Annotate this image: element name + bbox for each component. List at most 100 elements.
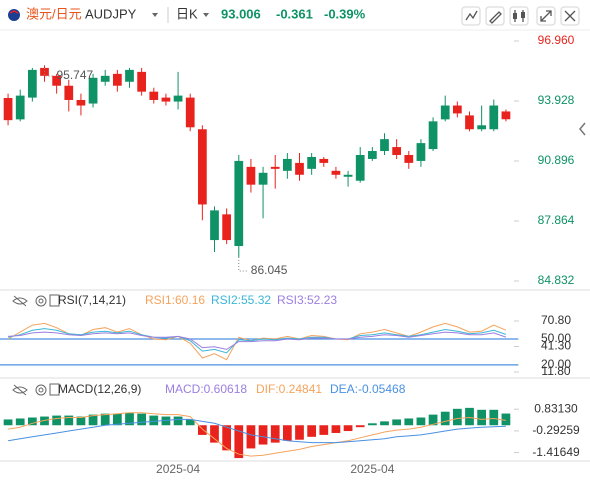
candle-body xyxy=(88,77,98,104)
y-tick-label: -0.29259 xyxy=(532,423,580,437)
legend-entry: MACD:0.60618 xyxy=(165,382,247,396)
annotation-leader xyxy=(44,65,55,77)
macd-bar xyxy=(234,425,244,459)
checkbox[interactable] xyxy=(49,294,60,307)
candle-body xyxy=(27,69,37,98)
candle-type-icon xyxy=(521,12,525,18)
y-tick-label: 90.896 xyxy=(538,153,575,167)
macd-bar xyxy=(319,425,329,435)
candle-body xyxy=(100,75,110,82)
candle-body xyxy=(3,97,13,121)
candle-body xyxy=(15,95,25,120)
candle-type-icon xyxy=(513,13,517,19)
macd-line xyxy=(8,412,506,457)
macd-bar xyxy=(343,425,353,432)
change: -0.361 xyxy=(276,6,313,21)
dropdown-arrow[interactable] xyxy=(152,13,158,17)
hide-icon[interactable] xyxy=(12,295,28,307)
settings-icon xyxy=(38,298,44,304)
fullscreen-button[interactable] xyxy=(536,6,556,26)
macd-bar xyxy=(27,417,37,426)
y-tick-label: 50.00 xyxy=(541,331,571,345)
macd-bar xyxy=(64,415,74,426)
macd-bar xyxy=(440,411,450,426)
macd-bar xyxy=(282,425,292,441)
close-icon xyxy=(564,10,576,22)
candle-body xyxy=(270,166,280,169)
macd-bar xyxy=(173,416,183,426)
macd-bar xyxy=(392,419,402,426)
annotation: 95.747 xyxy=(57,68,94,82)
candle-body xyxy=(197,129,207,205)
indicator-title: MACD(12,26,9) xyxy=(58,382,141,396)
indicator-button[interactable] xyxy=(461,6,481,26)
macd-bar xyxy=(100,413,110,426)
pair-name[interactable]: 澳元/日元 xyxy=(26,6,82,21)
hide-icon[interactable] xyxy=(12,384,28,396)
symbol[interactable]: AUDJPY xyxy=(85,6,137,21)
candle-body xyxy=(501,111,511,120)
settings-icon xyxy=(38,387,44,393)
macd-bar xyxy=(355,425,365,428)
candle-body xyxy=(331,170,341,175)
close-button[interactable] xyxy=(560,6,580,26)
candle-body xyxy=(185,97,195,128)
settings-icon[interactable] xyxy=(35,295,47,307)
annotation: 86.045 xyxy=(251,263,288,277)
candle-body xyxy=(76,99,86,106)
candle-body xyxy=(258,172,268,185)
candle-body xyxy=(282,158,292,171)
macd-bar xyxy=(331,425,341,433)
macd-bar xyxy=(307,425,317,437)
macd-bar xyxy=(489,409,499,426)
y-tick-label: 70.80 xyxy=(541,313,571,327)
rsi-header: RSI(7,14,21) RSI1:60.16 RSI2:55.32 RSI3:… xyxy=(12,293,337,307)
macd-bar xyxy=(367,423,377,426)
candle-type-button[interactable] xyxy=(509,6,529,26)
candle-body xyxy=(64,85,74,100)
candle-body xyxy=(477,125,487,130)
candle-body xyxy=(355,154,365,181)
collapse-button[interactable] xyxy=(579,122,586,136)
macd-bar xyxy=(137,413,147,426)
checkbox[interactable] xyxy=(49,383,60,396)
macd-bar xyxy=(246,425,256,449)
x-tick-label: 2025-04 xyxy=(156,462,200,476)
y-tick-label: 11.80 xyxy=(541,364,570,378)
macd-bar xyxy=(3,419,13,426)
legend-entry: RSI1:60.16 xyxy=(145,293,205,307)
header: 澳元/日元 AUDJPY 日K 93.006 -0.361 -0.39% xyxy=(0,6,590,31)
macd-bar xyxy=(149,415,159,426)
indicator-icon xyxy=(465,10,478,21)
candle-body xyxy=(404,154,414,163)
indicator-line xyxy=(7,328,507,354)
candle-body xyxy=(222,214,232,241)
macd-bar xyxy=(222,425,232,451)
candle-body xyxy=(428,121,438,150)
macd-bar xyxy=(380,421,389,426)
period[interactable]: 日K xyxy=(176,6,198,21)
candle-body xyxy=(367,151,377,159)
macd-bar xyxy=(185,419,195,426)
macd-line xyxy=(8,418,506,444)
dropdown-arrow[interactable] xyxy=(203,13,209,17)
candle-body xyxy=(246,166,256,185)
candle-body xyxy=(112,73,122,86)
macd-bar xyxy=(88,414,98,426)
macd-bar xyxy=(197,425,207,435)
candle-body xyxy=(380,139,389,152)
indicator-line xyxy=(8,331,507,350)
candle-body xyxy=(173,95,183,102)
fullscreen-icon xyxy=(540,10,552,22)
draw-button[interactable] xyxy=(485,6,505,26)
settings-icon[interactable] xyxy=(35,384,47,396)
legend-entry: DEA:-0.05468 xyxy=(330,382,406,396)
change-percent: -0.39% xyxy=(324,6,366,21)
candle-body xyxy=(416,143,426,161)
candle-body xyxy=(392,147,402,155)
legend-entry: DIF:0.24841 xyxy=(256,382,322,396)
macd-bar xyxy=(15,418,25,426)
candle-body xyxy=(234,160,244,247)
